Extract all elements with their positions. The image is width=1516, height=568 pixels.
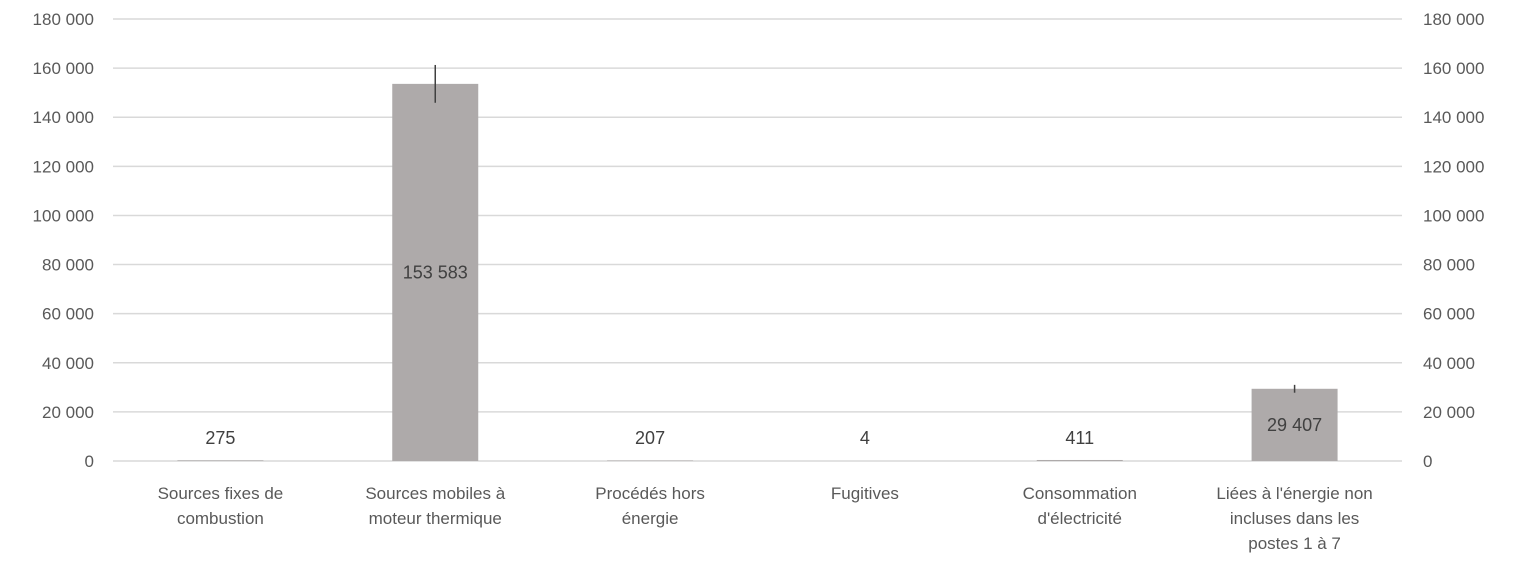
y-tick-label-right: 160 000	[1423, 59, 1484, 78]
x-axis-categories: Sources fixes de combustion Sources mobile…	[158, 484, 1373, 553]
x-category-label-line: Sources fixes de	[158, 484, 284, 503]
x-category-label: Sources fixes de combustion	[158, 484, 284, 528]
y-tick-label-right: 140 000	[1423, 108, 1484, 127]
error-bars	[435, 65, 1294, 393]
y-tick-label-right: 20 000	[1423, 403, 1475, 422]
bar	[1037, 460, 1123, 461]
y-axis-left: 0 20 000 40 000 60 000 80 000 100 000 120 000 1…	[33, 10, 94, 471]
x-category-label: Procédés hors énergie	[595, 484, 705, 528]
y-tick-label-left: 140 000	[33, 108, 94, 127]
x-category-label-line: combustion	[177, 509, 264, 528]
x-category-label: Sources mobiles à moteur thermique	[365, 484, 505, 528]
y-tick-label-right: 120 000	[1423, 157, 1484, 176]
y-tick-label-left: 80 000	[42, 256, 94, 275]
x-category-label-line: incluses dans les	[1230, 509, 1359, 528]
bar	[607, 460, 693, 461]
x-category-label-line: Liées à l'énergie non	[1216, 484, 1372, 503]
data-label: 275	[205, 428, 235, 448]
x-category-label-line: énergie	[622, 509, 679, 528]
x-category-label-line: Sources mobiles à	[365, 484, 505, 503]
y-tick-label-right: 0	[1423, 452, 1432, 471]
bar	[177, 460, 263, 461]
data-label: 4	[860, 428, 870, 448]
y-tick-label-left: 60 000	[42, 305, 94, 324]
x-category-label-line: postes 1 à 7	[1248, 534, 1341, 553]
y-tick-label-right: 60 000	[1423, 305, 1475, 324]
x-category-label: Liées à l'énergie non incluses dans les po…	[1216, 484, 1372, 553]
y-tick-label-left: 180 000	[33, 10, 94, 29]
y-tick-label-left: 120 000	[33, 157, 94, 176]
x-category-label-line: Fugitives	[831, 484, 899, 503]
data-label: 207	[635, 428, 665, 448]
y-tick-label-right: 40 000	[1423, 354, 1475, 373]
x-category-label: Fugitives	[831, 484, 899, 503]
x-category-label-line: moteur thermique	[369, 509, 502, 528]
x-category-label: Consommation d'électricité	[1023, 484, 1137, 528]
data-label: 29 407	[1267, 415, 1322, 435]
y-tick-label-left: 40 000	[42, 354, 94, 373]
x-category-label-line: Procédés hors	[595, 484, 705, 503]
data-label: 411	[1065, 428, 1094, 448]
gridlines	[113, 19, 1402, 461]
y-tick-label-right: 80 000	[1423, 256, 1475, 275]
y-tick-label-left: 20 000	[42, 403, 94, 422]
y-tick-label-right: 180 000	[1423, 10, 1484, 29]
bars	[177, 84, 1337, 461]
y-tick-label-left: 100 000	[33, 206, 94, 225]
y-axis-right: 0 20 000 40 000 60 000 80 000 100 000 120 000 1…	[1423, 10, 1484, 471]
y-tick-label-left: 160 000	[33, 59, 94, 78]
x-category-label-line: Consommation	[1023, 484, 1137, 503]
x-category-label-line: d'électricité	[1037, 509, 1122, 528]
y-tick-label-right: 100 000	[1423, 206, 1484, 225]
data-labels: 275 153 583 207 4 411 29 407	[205, 262, 1322, 448]
data-label: 153 583	[403, 262, 468, 282]
y-tick-label-left: 0	[85, 452, 94, 471]
